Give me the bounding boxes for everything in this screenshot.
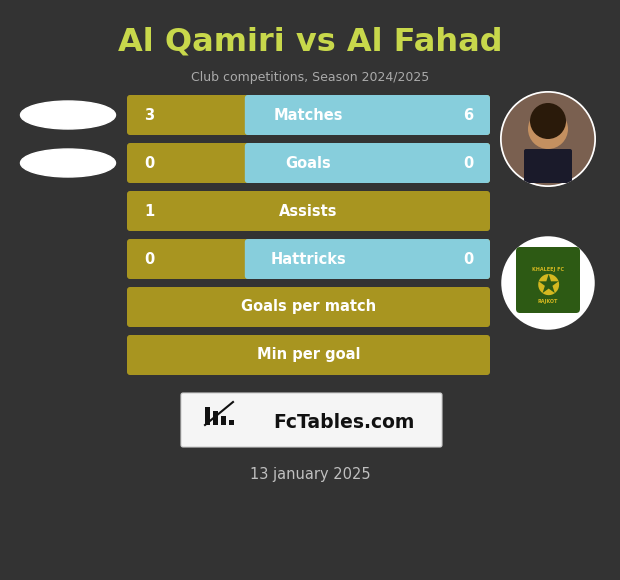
- Circle shape: [530, 103, 566, 139]
- Text: 0: 0: [144, 252, 154, 266]
- Text: 0: 0: [463, 252, 473, 266]
- Text: KHALEEJ FC: KHALEEJ FC: [532, 266, 564, 271]
- Circle shape: [503, 238, 593, 328]
- Text: 0: 0: [463, 155, 473, 171]
- Bar: [205, 407, 210, 425]
- Text: Matches: Matches: [274, 107, 343, 122]
- FancyBboxPatch shape: [127, 143, 490, 183]
- FancyBboxPatch shape: [127, 239, 490, 279]
- FancyBboxPatch shape: [245, 239, 490, 279]
- FancyBboxPatch shape: [181, 393, 442, 447]
- Text: Hattricks: Hattricks: [270, 252, 347, 266]
- Ellipse shape: [20, 149, 115, 177]
- Text: Club competitions, Season 2024/2025: Club competitions, Season 2024/2025: [191, 71, 429, 85]
- FancyBboxPatch shape: [524, 149, 572, 183]
- Text: RAJKOT: RAJKOT: [538, 299, 558, 303]
- Text: Goals per match: Goals per match: [241, 299, 376, 314]
- Text: Min per goal: Min per goal: [257, 347, 360, 362]
- Text: FcTables.com: FcTables.com: [273, 414, 414, 433]
- Text: Al Qamiri vs Al Fahad: Al Qamiri vs Al Fahad: [118, 27, 502, 57]
- FancyBboxPatch shape: [127, 191, 490, 231]
- Circle shape: [500, 91, 596, 187]
- FancyBboxPatch shape: [245, 143, 490, 183]
- Text: Assists: Assists: [279, 204, 338, 219]
- Circle shape: [528, 109, 568, 149]
- Text: 6: 6: [463, 107, 473, 122]
- Text: 13 january 2025: 13 january 2025: [250, 467, 370, 483]
- Bar: [221, 416, 226, 425]
- Ellipse shape: [20, 101, 115, 129]
- Bar: [229, 420, 234, 425]
- Text: Goals: Goals: [286, 155, 331, 171]
- FancyBboxPatch shape: [245, 95, 490, 135]
- FancyBboxPatch shape: [127, 95, 490, 135]
- Text: ✪: ✪: [536, 273, 560, 301]
- FancyBboxPatch shape: [516, 247, 580, 313]
- FancyBboxPatch shape: [127, 287, 490, 327]
- FancyBboxPatch shape: [127, 335, 490, 375]
- Text: 3: 3: [144, 107, 154, 122]
- Text: 0: 0: [144, 155, 154, 171]
- Text: 1: 1: [144, 204, 154, 219]
- Bar: [213, 411, 218, 425]
